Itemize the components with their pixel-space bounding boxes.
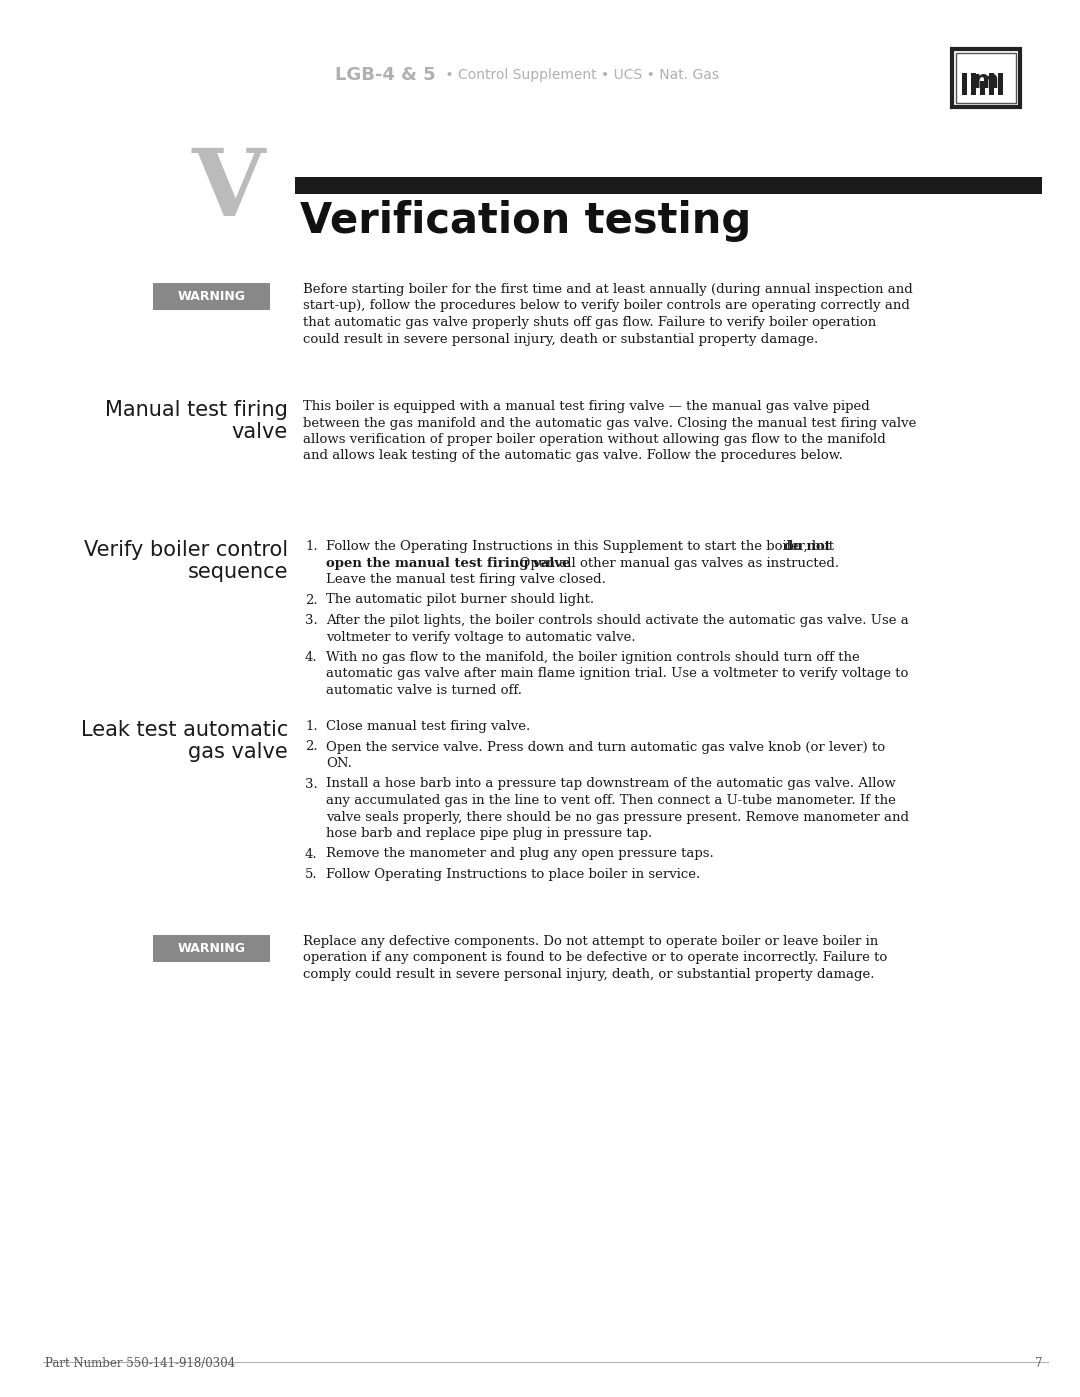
Text: automatic valve is turned off.: automatic valve is turned off. <box>326 685 522 697</box>
Text: Verification testing: Verification testing <box>300 200 752 242</box>
Text: Manual test firing: Manual test firing <box>105 400 288 420</box>
Text: Install a hose barb into a pressure tap downstream of the automatic gas valve. A: Install a hose barb into a pressure tap … <box>326 778 895 791</box>
Bar <box>295 177 1042 194</box>
Text: gas valve: gas valve <box>188 742 288 761</box>
Text: hose barb and replace pipe plug in pressure tap.: hose barb and replace pipe plug in press… <box>326 827 652 840</box>
Text: 4.: 4. <box>305 848 318 861</box>
Text: Before starting boiler for the first time and at least annually (during annual i: Before starting boiler for the first tim… <box>303 284 913 296</box>
Text: valve: valve <box>232 422 288 441</box>
Text: and allows leak testing of the automatic gas valve. Follow the procedures below.: and allows leak testing of the automatic… <box>303 450 842 462</box>
Text: 5.: 5. <box>305 868 318 882</box>
Text: 3.: 3. <box>305 615 318 627</box>
Bar <box>956 53 1016 103</box>
Text: Leak test automatic: Leak test automatic <box>81 719 288 740</box>
Text: Verify boiler control: Verify boiler control <box>84 541 288 560</box>
Text: After the pilot lights, the boiler controls should activate the automatic gas va: After the pilot lights, the boiler contr… <box>326 615 908 627</box>
Text: any accumulated gas in the line to vent off. Then connect a U-tube manometer. If: any accumulated gas in the line to vent … <box>326 793 896 807</box>
Text: • Control Supplement • UCS • Nat. Gas: • Control Supplement • UCS • Nat. Gas <box>441 68 719 82</box>
Text: Open the service valve. Press down and turn automatic gas valve knob (or lever) : Open the service valve. Press down and t… <box>326 740 886 753</box>
Text: LGB-4 & 5: LGB-4 & 5 <box>335 66 435 84</box>
Text: comply could result in severe personal injury, death, or substantial property da: comply could result in severe personal i… <box>303 968 875 981</box>
Text: V: V <box>191 145 265 235</box>
Bar <box>951 49 1020 108</box>
Bar <box>153 935 270 963</box>
Text: 7: 7 <box>1035 1356 1042 1370</box>
Text: that automatic gas valve properly shuts off gas flow. Failure to verify boiler o: that automatic gas valve properly shuts … <box>303 316 876 330</box>
Text: Follow the Operating Instructions in this Supplement to start the boiler, but: Follow the Operating Instructions in thi… <box>326 541 838 553</box>
Text: open the manual test firing valve: open the manual test firing valve <box>326 556 570 570</box>
Text: 1.: 1. <box>305 719 318 733</box>
Text: between the gas manifold and the automatic gas valve. Closing the manual test fi: between the gas manifold and the automat… <box>303 416 916 429</box>
Bar <box>962 73 967 95</box>
Text: allows verification of proper boiler operation without allowing gas flow to the : allows verification of proper boiler ope… <box>303 433 886 446</box>
Bar <box>980 81 985 95</box>
Text: m: m <box>973 68 999 94</box>
Text: ON.: ON. <box>326 757 352 770</box>
Text: Part Number 550-141-918/0304: Part Number 550-141-918/0304 <box>45 1356 235 1370</box>
Bar <box>971 73 976 95</box>
Text: The automatic pilot burner should light.: The automatic pilot burner should light. <box>326 594 594 606</box>
Text: WARNING: WARNING <box>177 942 245 956</box>
Text: sequence: sequence <box>188 562 288 583</box>
Text: 2.: 2. <box>305 740 318 753</box>
Text: 1.: 1. <box>305 541 318 553</box>
Text: valve seals properly, there should be no gas pressure present. Remove manometer : valve seals properly, there should be no… <box>326 810 909 823</box>
Text: This boiler is equipped with a manual test firing valve — the manual gas valve p: This boiler is equipped with a manual te… <box>303 400 869 414</box>
Text: automatic gas valve after main flame ignition trial. Use a voltmeter to verify v: automatic gas valve after main flame ign… <box>326 668 908 680</box>
Text: Close manual test firing valve.: Close manual test firing valve. <box>326 719 530 733</box>
Text: 3.: 3. <box>305 778 318 791</box>
Text: do not: do not <box>784 541 831 553</box>
Text: Follow Operating Instructions to place boiler in service.: Follow Operating Instructions to place b… <box>326 868 700 882</box>
Text: Replace any defective components. Do not attempt to operate boiler or leave boil: Replace any defective components. Do not… <box>303 935 878 949</box>
Text: Leave the manual test firing valve closed.: Leave the manual test firing valve close… <box>326 573 606 585</box>
Text: . Open all other manual gas valves as instructed.: . Open all other manual gas valves as in… <box>511 556 839 570</box>
Text: 4.: 4. <box>305 651 318 664</box>
Text: start-up), follow the procedures below to verify boiler controls are operating c: start-up), follow the procedures below t… <box>303 299 909 313</box>
Bar <box>998 73 1003 95</box>
Text: Remove the manometer and plug any open pressure taps.: Remove the manometer and plug any open p… <box>326 848 714 861</box>
Bar <box>989 73 994 95</box>
Text: operation if any component is found to be defective or to operate incorrectly. F: operation if any component is found to b… <box>303 951 888 964</box>
Text: could result in severe personal injury, death or substantial property damage.: could result in severe personal injury, … <box>303 332 819 345</box>
Text: With no gas flow to the manifold, the boiler ignition controls should turn off t: With no gas flow to the manifold, the bo… <box>326 651 860 664</box>
Text: voltmeter to verify voltage to automatic valve.: voltmeter to verify voltage to automatic… <box>326 630 636 644</box>
Bar <box>153 284 270 310</box>
Text: 2.: 2. <box>305 594 318 606</box>
Text: WARNING: WARNING <box>177 291 245 303</box>
